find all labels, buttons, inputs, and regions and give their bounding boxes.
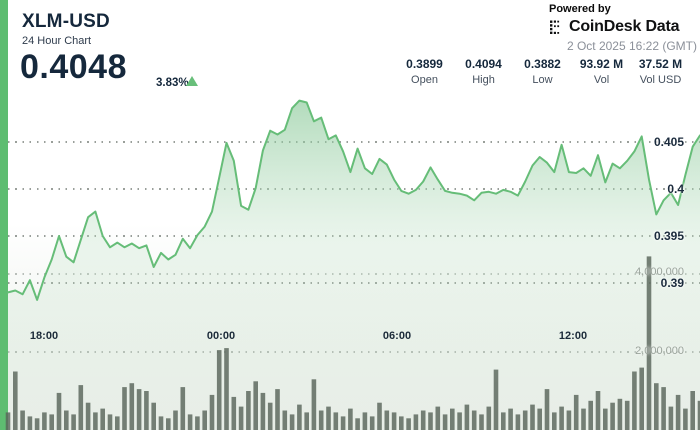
time-tick-1200: 12:00 — [558, 330, 588, 342]
stat-label: Low — [532, 74, 553, 86]
accent-bar — [0, 0, 8, 430]
price-line — [7, 99, 700, 301]
change-up-icon — [186, 76, 198, 86]
time-tick-0000: 00:00 — [206, 330, 236, 342]
chart-period-label: 24 Hour Chart — [22, 35, 92, 47]
coindesk-logo-icon — [550, 20, 560, 34]
stat-value: 0.4094 — [465, 57, 502, 71]
change-percent: 3.83% — [156, 77, 189, 89]
price-tick-039: 0.39 — [660, 276, 684, 290]
powered-by-label: Powered by — [549, 3, 611, 15]
powered-by-block[interactable]: Powered by CoinDesk Data — [549, 3, 697, 36]
stat-label: Open — [411, 74, 438, 86]
time-tick-0600: 06:00 — [382, 330, 412, 342]
price-tick-04: 0.4 — [667, 182, 684, 196]
volume-tick-4m: 4,000,000 — [635, 266, 684, 278]
stat-label: High — [472, 74, 495, 86]
price-tick-0405: 0.405 — [653, 135, 684, 149]
stat-value: 0.3899 — [406, 57, 443, 71]
stat-high: 0.4094 High — [454, 57, 513, 86]
gridline-price-0405 — [8, 141, 700, 143]
stat-value: 0.3882 — [524, 57, 561, 71]
stat-vol-usd: 37.52 M Vol USD — [631, 57, 690, 86]
provider-name: CoinDesk Data — [569, 18, 680, 35]
stat-vol: 93.92 M Vol — [572, 57, 631, 86]
volume-tick-2m: 2,000,000 — [635, 345, 684, 357]
timestamp: 2 Oct 2025 16:22 (GMT) — [566, 39, 697, 53]
volume-bars — [5, 256, 700, 430]
time-tick-1800: 18:00 — [29, 330, 59, 342]
stat-low: 0.3882 Low — [513, 57, 572, 86]
price-tick-0395: 0.395 — [653, 229, 684, 243]
stat-value: 93.92 M — [579, 57, 624, 71]
stat-label: Vol — [593, 74, 610, 86]
stat-label: Vol USD — [639, 74, 682, 86]
stat-open: 0.3899 Open — [395, 57, 454, 86]
stat-value: 37.52 M — [638, 57, 683, 71]
current-price: 0.4048 — [20, 48, 127, 86]
symbol-title: XLM-USD — [22, 11, 110, 32]
price-area-fill — [8, 100, 700, 430]
stats-row: 0.3899 Open 0.4094 High 0.3882 Low 93.92… — [395, 57, 690, 86]
